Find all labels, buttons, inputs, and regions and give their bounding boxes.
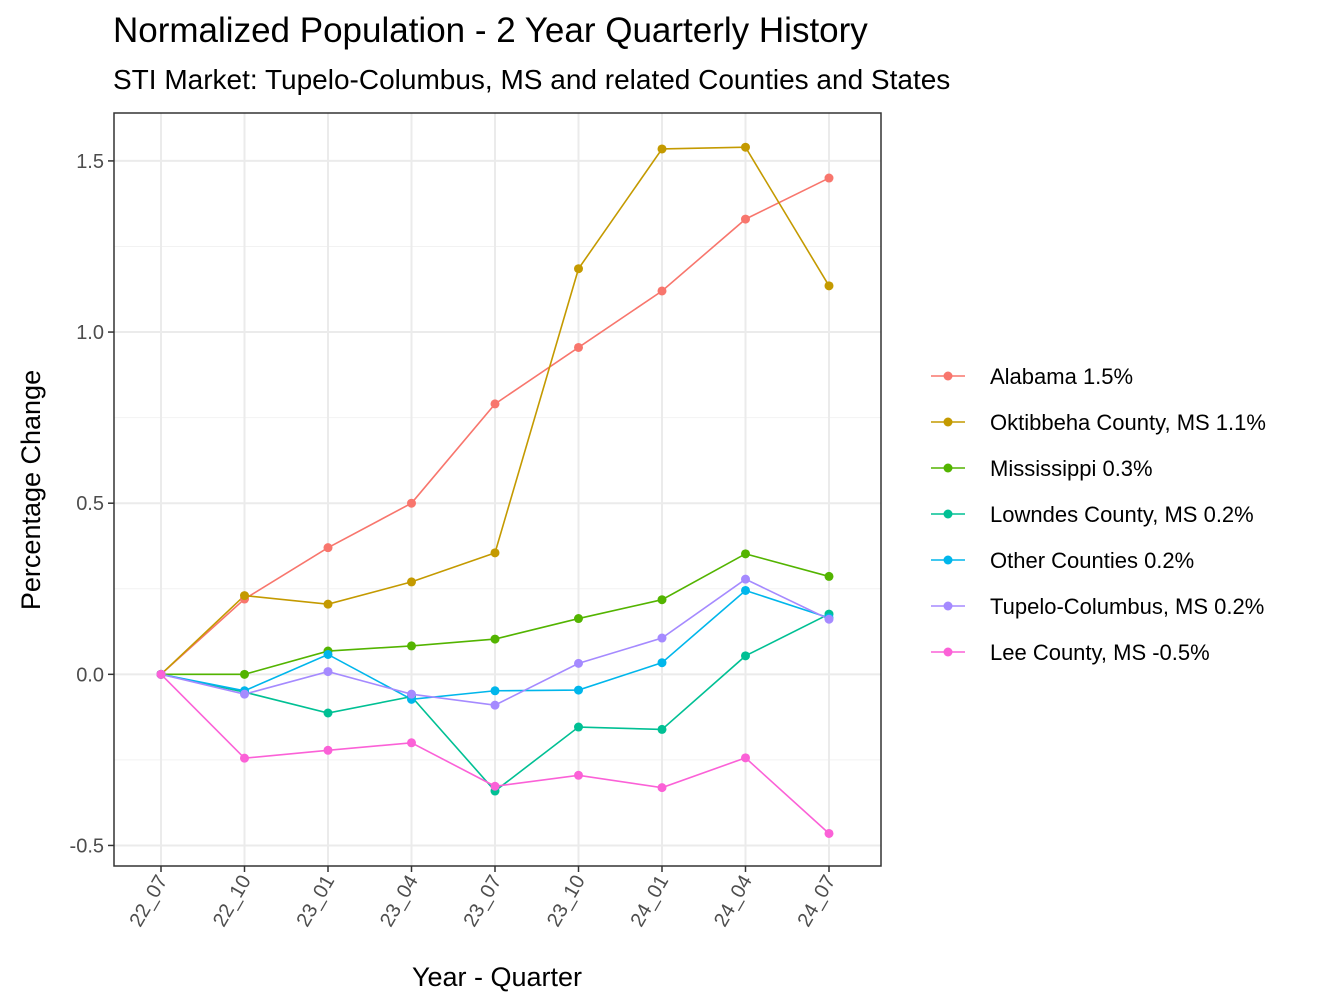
series-points xyxy=(156,142,834,838)
x-tick-label: 22_07 xyxy=(125,872,172,931)
data-point xyxy=(240,689,249,699)
data-point xyxy=(490,686,500,696)
data-point xyxy=(574,658,583,668)
x-tick-label: 23_04 xyxy=(376,872,423,931)
plot-panel-border xyxy=(113,112,882,867)
y-tick-label: 1.0 xyxy=(76,322,104,344)
x-tick-label: 24_01 xyxy=(626,872,673,931)
data-point xyxy=(323,599,333,609)
data-point xyxy=(657,658,667,668)
legend-label: Other Counties 0.2% xyxy=(990,548,1194,573)
data-point xyxy=(490,634,500,644)
data-point xyxy=(824,173,834,183)
data-point xyxy=(824,828,834,838)
data-point xyxy=(407,577,416,587)
data-point xyxy=(657,633,667,643)
y-axis: -0.5 0.0 0.5 1.0 1.5 xyxy=(70,151,114,857)
data-point xyxy=(824,614,834,624)
data-point xyxy=(490,548,500,558)
legend-item: Mississippi 0.3% xyxy=(931,456,1153,481)
legend-label: Lee County, MS -0.5% xyxy=(990,640,1210,665)
legend-key-point xyxy=(943,601,953,611)
data-point xyxy=(490,700,500,710)
x-axis: 22_07 22_10 23_01 23_04 23_07 23_10 24_01 24_04… xyxy=(125,866,840,931)
data-point xyxy=(240,591,249,601)
legend-label: Lowndes County, MS 0.2% xyxy=(990,502,1254,527)
chart-subtitle: STI Market: Tupelo-Columbus, MS and rela… xyxy=(113,64,951,95)
x-tick-label: 23_07 xyxy=(459,872,506,931)
data-point xyxy=(824,281,834,291)
data-point xyxy=(407,738,416,748)
legend-label: Oktibbeha County, MS 1.1% xyxy=(990,410,1266,435)
data-point xyxy=(574,264,583,274)
data-point xyxy=(407,641,416,651)
x-tick-label: 23_01 xyxy=(292,872,339,931)
data-point xyxy=(323,745,333,755)
data-point xyxy=(490,399,500,409)
legend-key-point xyxy=(943,463,953,473)
data-point xyxy=(574,722,583,732)
data-point xyxy=(741,585,750,595)
data-point xyxy=(407,498,416,508)
data-point xyxy=(323,543,333,553)
x-tick-label: 23_10 xyxy=(543,872,590,931)
data-point xyxy=(741,574,750,584)
y-tick-label: 0.5 xyxy=(76,493,104,515)
data-point xyxy=(824,571,834,581)
grid-lines xyxy=(114,113,881,866)
data-point xyxy=(741,651,750,661)
x-tick-label: 24_04 xyxy=(710,872,757,931)
legend-key-point xyxy=(943,647,953,657)
legend-label: Tupelo-Columbus, MS 0.2% xyxy=(990,594,1264,619)
legend-key-point xyxy=(943,555,953,565)
legend-item: Other Counties 0.2% xyxy=(931,548,1194,573)
legend-label: Alabama 1.5% xyxy=(990,364,1133,389)
legend-item: Tupelo-Columbus, MS 0.2% xyxy=(931,594,1264,619)
data-point xyxy=(490,781,500,791)
legend-key-point xyxy=(943,371,953,381)
legend-key-point xyxy=(943,417,953,427)
data-point xyxy=(240,669,249,679)
legend-label: Mississippi 0.3% xyxy=(990,456,1153,481)
data-point xyxy=(240,753,249,763)
data-point xyxy=(657,783,667,793)
y-tick-label: 1.5 xyxy=(76,151,104,173)
data-point xyxy=(574,685,583,695)
y-axis-title: Percentage Change xyxy=(16,370,46,610)
data-point xyxy=(574,342,583,352)
data-point xyxy=(574,614,583,624)
legend-item: Oktibbeha County, MS 1.1% xyxy=(931,410,1266,435)
data-point xyxy=(741,142,750,152)
data-point xyxy=(741,549,750,559)
data-point xyxy=(323,667,333,677)
x-axis-title: Year - Quarter xyxy=(412,962,582,992)
legend-key-point xyxy=(943,509,953,519)
data-point xyxy=(657,286,667,296)
x-tick-label: 24_07 xyxy=(793,872,840,931)
data-point xyxy=(741,214,750,224)
data-point xyxy=(407,689,416,699)
x-tick-label: 22_10 xyxy=(209,872,256,931)
legend-item: Lowndes County, MS 0.2% xyxy=(931,502,1254,527)
legend-item: Alabama 1.5% xyxy=(931,364,1133,389)
legend-item: Lee County, MS -0.5% xyxy=(931,640,1210,665)
data-point xyxy=(657,595,667,605)
data-point xyxy=(657,144,667,154)
data-point xyxy=(323,649,333,659)
data-point xyxy=(657,724,667,734)
chart-title: Normalized Population - 2 Year Quarterly… xyxy=(113,11,868,50)
y-tick-label: 0.0 xyxy=(76,664,104,686)
data-point xyxy=(156,669,166,679)
data-point xyxy=(741,753,750,763)
data-point xyxy=(323,708,333,718)
y-tick-label: -0.5 xyxy=(70,835,104,857)
legend: Alabama 1.5% Oktibbeha County, MS 1.1% Mis… xyxy=(931,364,1266,665)
data-point xyxy=(574,770,583,780)
